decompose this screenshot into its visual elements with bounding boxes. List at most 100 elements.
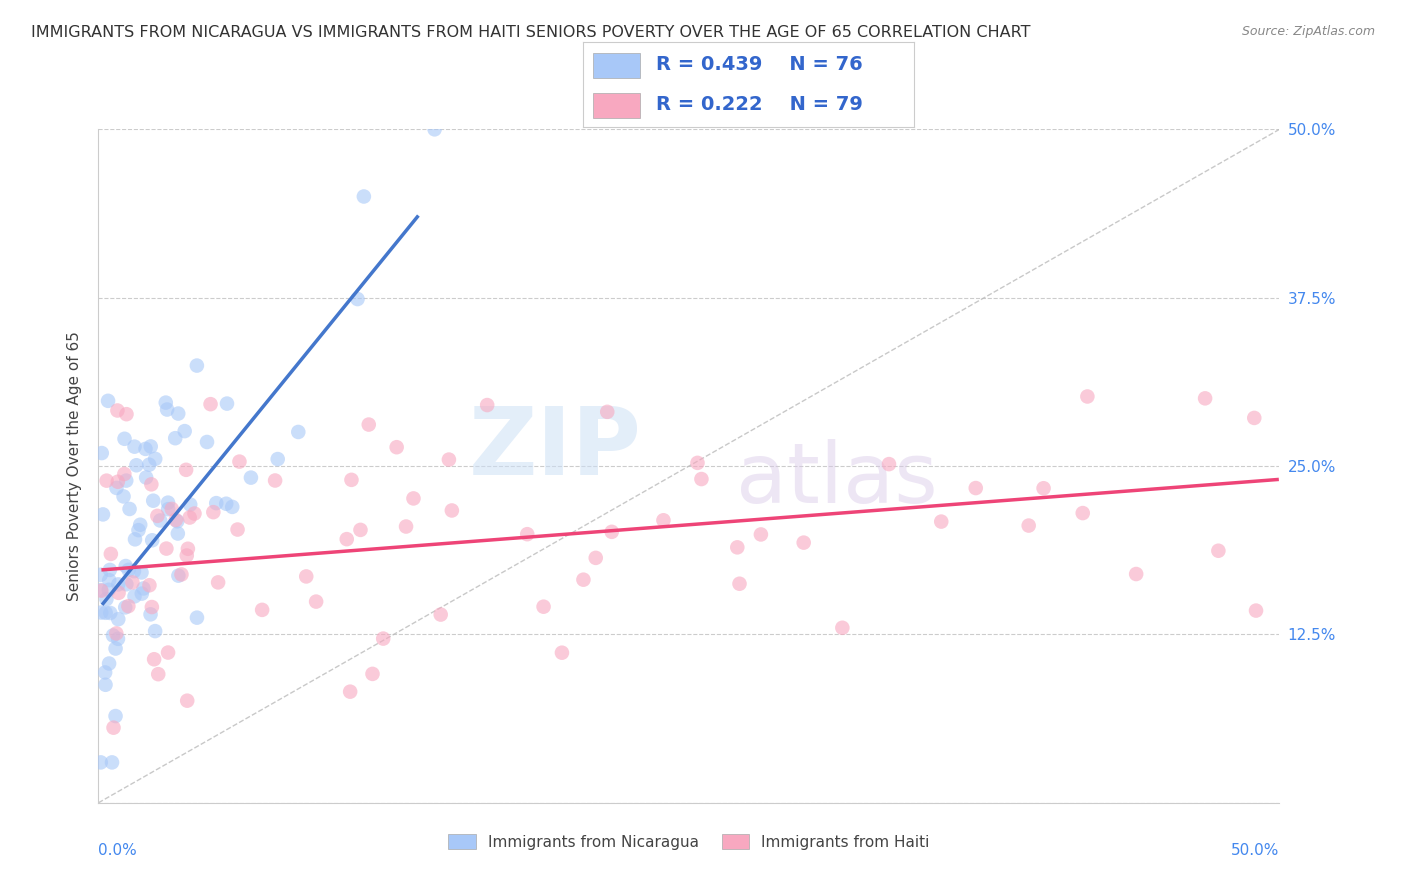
Point (139, 440, 162, 454)
Point (239, 470, 262, 484)
Point (90, 606, 112, 620)
Point (250, 603, 273, 617)
Point (124, 590, 146, 604)
Point (1125, 567, 1147, 582)
Point (118, 502, 141, 516)
Point (287, 425, 309, 439)
Point (157, 496, 180, 510)
Point (179, 510, 201, 524)
Point (440, 503, 463, 517)
Point (143, 624, 166, 639)
Point (156, 402, 179, 417)
Point (114, 432, 136, 446)
Point (402, 491, 425, 506)
Point (173, 424, 195, 438)
Text: atlas: atlas (737, 439, 938, 520)
Point (1243, 411, 1265, 425)
Point (115, 474, 138, 488)
Point (124, 533, 146, 547)
Point (155, 395, 177, 409)
Point (793, 535, 815, 549)
Point (115, 407, 138, 421)
Point (142, 493, 165, 508)
Point (728, 576, 751, 591)
Point (90, 583, 112, 598)
Point (165, 431, 187, 445)
Point (170, 567, 193, 582)
Point (97, 582, 120, 597)
Point (264, 474, 287, 488)
Point (207, 575, 229, 590)
Point (385, 440, 408, 454)
Point (127, 523, 149, 537)
Point (131, 586, 153, 600)
Point (96, 592, 118, 607)
Point (339, 684, 361, 698)
Point (122, 564, 145, 578)
Text: ZIP: ZIP (468, 403, 641, 495)
Point (101, 756, 124, 770)
Point (267, 452, 290, 467)
Point (167, 407, 190, 421)
Point (101, 628, 124, 642)
Point (107, 612, 129, 626)
Point (112, 467, 135, 481)
Point (186, 359, 208, 373)
Point (107, 475, 129, 489)
Point (139, 607, 162, 622)
Point (585, 550, 607, 565)
Y-axis label: Seniors Poverty Over the Age of 65: Seniors Poverty Over the Age of 65 (67, 331, 83, 601)
Point (965, 481, 987, 495)
Point (143, 652, 166, 666)
Point (125, 458, 148, 473)
Point (135, 470, 157, 484)
Point (107, 586, 129, 600)
Point (174, 463, 197, 477)
Point (94, 606, 117, 620)
Point (361, 666, 384, 681)
Point (340, 473, 363, 487)
Text: R = 0.439    N = 76: R = 0.439 N = 76 (657, 55, 863, 74)
Point (1018, 518, 1040, 533)
Point (90, 582, 112, 597)
Point (138, 458, 160, 472)
Point (226, 523, 249, 537)
Point (429, 607, 451, 622)
Point (929, 515, 952, 529)
Point (395, 519, 418, 533)
Point (105, 481, 128, 495)
Legend: Immigrants from Nicaragua, Immigrants from Haiti: Immigrants from Nicaragua, Immigrants fr… (441, 828, 936, 855)
Point (157, 502, 180, 516)
Point (215, 396, 238, 410)
Point (551, 646, 574, 660)
Point (1194, 392, 1216, 406)
Point (183, 507, 205, 521)
Point (215, 497, 238, 511)
Point (91, 508, 114, 522)
Point (103, 721, 125, 735)
Point (336, 532, 359, 546)
Point (98, 573, 121, 587)
FancyBboxPatch shape (593, 53, 640, 78)
Point (121, 575, 143, 590)
Point (148, 667, 170, 681)
Point (1032, 481, 1054, 495)
Point (134, 442, 156, 456)
Point (477, 398, 499, 412)
Point (131, 566, 153, 580)
Point (349, 523, 371, 537)
Point (141, 533, 163, 548)
Point (725, 541, 748, 555)
Point (877, 457, 900, 471)
Point (149, 514, 172, 528)
Point (107, 403, 129, 417)
Point (176, 694, 198, 708)
Point (115, 577, 138, 591)
Point (167, 568, 190, 582)
Point (1208, 543, 1230, 558)
Point (117, 563, 139, 577)
Point (221, 500, 243, 514)
Point (357, 417, 380, 432)
Point (533, 599, 555, 614)
Point (132, 582, 155, 596)
